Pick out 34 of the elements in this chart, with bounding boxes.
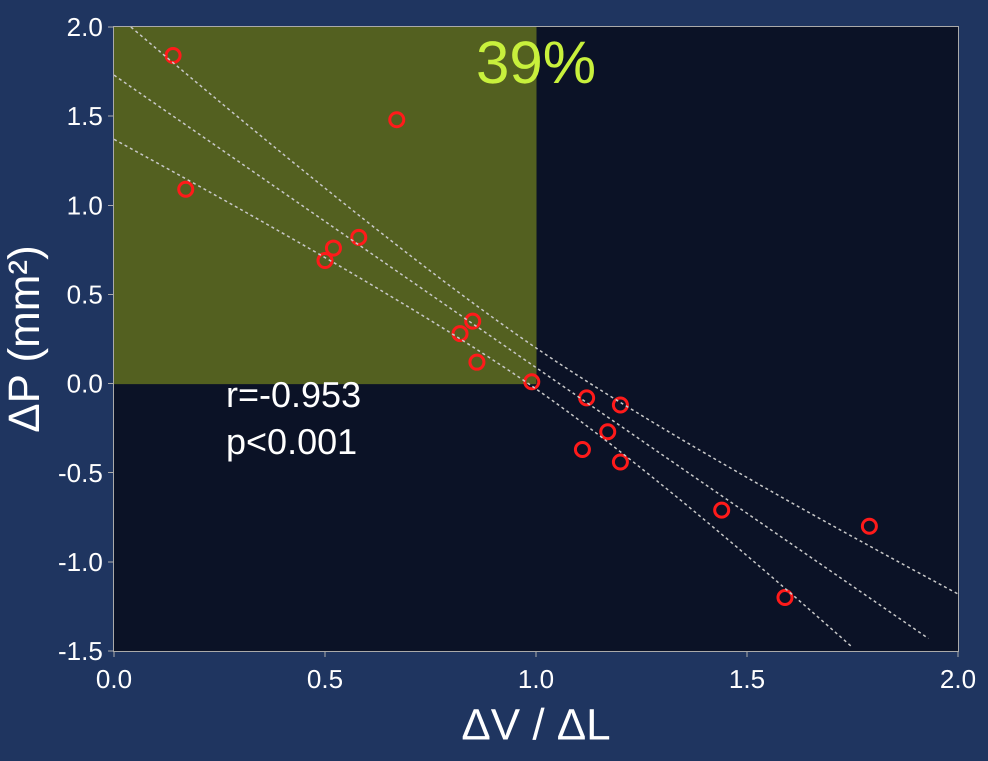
point — [574, 441, 591, 458]
y-tick-label: 0.0 — [66, 368, 103, 399]
point — [164, 47, 182, 64]
x-tick-label: 2.0 — [940, 664, 976, 694]
point — [177, 180, 194, 198]
y-axis-title: ΔP (mm²) — [0, 245, 49, 433]
band-label: 39% — [476, 29, 596, 96]
y-tick-label: -0.5 — [58, 458, 103, 488]
point — [452, 325, 469, 342]
x-tick-label: 1.5 — [728, 664, 766, 694]
point — [324, 240, 342, 257]
point — [464, 312, 482, 330]
y-tick-label: 2.0 — [66, 12, 103, 42]
point — [468, 354, 486, 371]
point — [578, 389, 596, 406]
x-tick-label: 1.0 — [518, 664, 554, 694]
x-tick-label: 0.5 — [306, 664, 344, 694]
point — [612, 396, 629, 414]
y-tick-label: -1.5 — [58, 636, 103, 666]
point — [599, 423, 616, 440]
y-tick-label: -1.0 — [58, 546, 103, 577]
annotation: r=-0.953 p<0.001 — [226, 374, 362, 462]
point — [612, 454, 629, 471]
point — [860, 518, 878, 535]
point — [316, 252, 334, 270]
point — [713, 502, 730, 519]
y-tick-label: 0.5 — [66, 280, 103, 310]
y-tick-label: 1.0 — [66, 190, 103, 220]
x-axis-title: ΔV / ΔL — [461, 700, 611, 750]
point — [776, 589, 794, 606]
point — [388, 111, 406, 128]
point — [523, 373, 540, 390]
y-tick-label: 1.5 — [66, 101, 103, 132]
x-tick-label: 0.0 — [96, 664, 132, 694]
